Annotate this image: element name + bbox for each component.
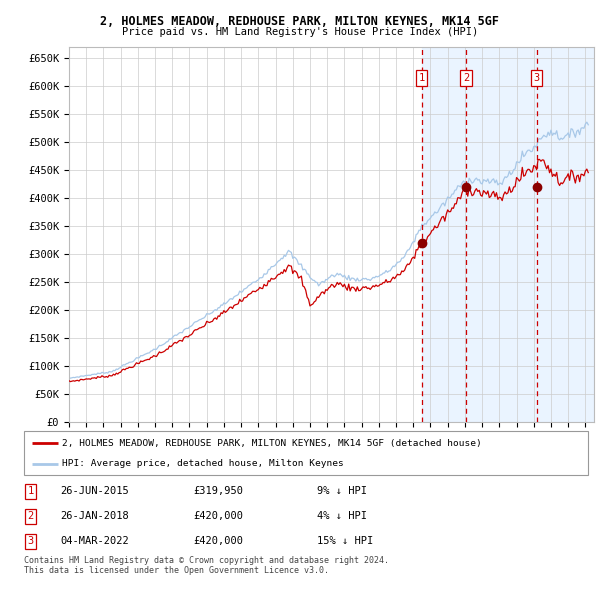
- Text: Price paid vs. HM Land Registry's House Price Index (HPI): Price paid vs. HM Land Registry's House …: [122, 27, 478, 37]
- Text: £420,000: £420,000: [193, 512, 243, 521]
- Text: 9% ↓ HPI: 9% ↓ HPI: [317, 486, 367, 496]
- Text: 2: 2: [463, 73, 469, 83]
- Bar: [422, 47, 594, 422]
- Text: 15% ↓ HPI: 15% ↓ HPI: [317, 536, 374, 546]
- Text: 26-JUN-2015: 26-JUN-2015: [61, 486, 130, 496]
- Text: 2, HOLMES MEADOW, REDHOUSE PARK, MILTON KEYNES, MK14 5GF (detached house): 2, HOLMES MEADOW, REDHOUSE PARK, MILTON …: [62, 438, 482, 448]
- Text: £420,000: £420,000: [193, 536, 243, 546]
- Text: 3: 3: [28, 536, 34, 546]
- Text: 04-MAR-2022: 04-MAR-2022: [61, 536, 130, 546]
- Text: 1: 1: [419, 73, 425, 83]
- Text: £319,950: £319,950: [193, 486, 243, 496]
- Text: 1: 1: [28, 486, 34, 496]
- FancyBboxPatch shape: [24, 431, 588, 475]
- Text: 26-JAN-2018: 26-JAN-2018: [61, 512, 130, 521]
- Text: Contains HM Land Registry data © Crown copyright and database right 2024.
This d: Contains HM Land Registry data © Crown c…: [24, 556, 389, 575]
- Text: HPI: Average price, detached house, Milton Keynes: HPI: Average price, detached house, Milt…: [62, 460, 344, 468]
- Text: 3: 3: [533, 73, 540, 83]
- Text: 2: 2: [28, 512, 34, 521]
- Text: 4% ↓ HPI: 4% ↓ HPI: [317, 512, 367, 521]
- Text: 2, HOLMES MEADOW, REDHOUSE PARK, MILTON KEYNES, MK14 5GF: 2, HOLMES MEADOW, REDHOUSE PARK, MILTON …: [101, 15, 499, 28]
